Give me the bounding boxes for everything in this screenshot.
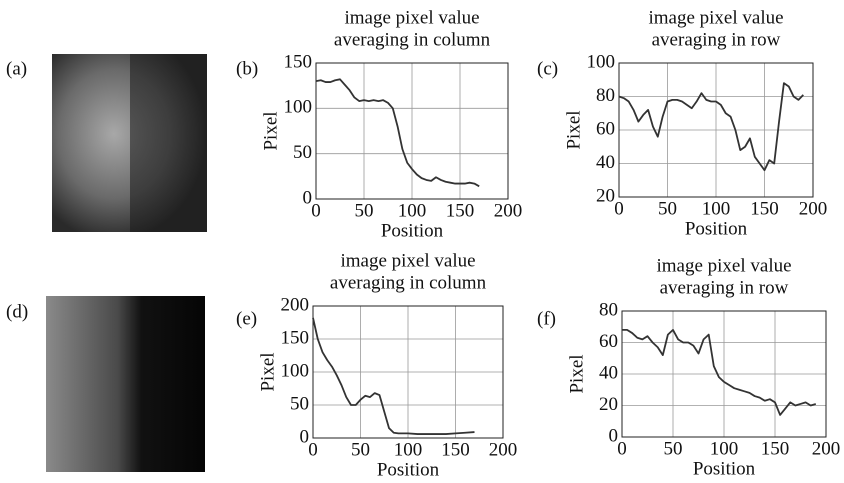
x-tick-label: 200 [812, 438, 841, 459]
data-line [618, 82, 804, 172]
chart-title: image pixel value [344, 7, 479, 28]
panel-label: (a) [6, 58, 27, 79]
x-tick-label: 100 [702, 198, 731, 219]
y-axis-label: Pixel [257, 352, 278, 391]
x-tick-label: 100 [394, 439, 423, 460]
y-tick-label: 50 [290, 393, 309, 414]
y-tick-label: 0 [300, 426, 310, 447]
data-line [315, 78, 480, 188]
x-tick-label: 150 [446, 200, 475, 221]
panel-label: (f) [537, 308, 556, 329]
y-axis-label: Pixel [566, 354, 587, 393]
x-tick-label: 200 [799, 198, 828, 219]
x-axis-label: Position [377, 459, 440, 480]
plot-frame [315, 62, 509, 200]
y-tick-label: 80 [599, 299, 618, 320]
y-tick-label: 0 [609, 425, 619, 446]
plot-frame [621, 310, 827, 438]
x-tick-label: 50 [664, 438, 683, 459]
y-tick-label: 60 [596, 118, 615, 139]
plot-frame [312, 305, 504, 439]
y-tick-label: 100 [281, 360, 310, 381]
chart-title: averaging in row [652, 29, 781, 50]
chart-title: image pixel value [340, 250, 475, 271]
chart-title: averaging in row [660, 277, 789, 298]
data-line [312, 317, 475, 435]
y-axis-label: Pixel [260, 111, 281, 150]
x-tick-label: 200 [489, 439, 518, 460]
y-tick-label: 20 [599, 394, 618, 415]
x-tick-label: 0 [617, 438, 627, 459]
x-tick-label: 150 [750, 198, 779, 219]
chart-title: averaging in column [334, 29, 491, 50]
y-tick-label: 40 [596, 152, 615, 173]
y-tick-label: 20 [596, 185, 615, 206]
chart-title: image pixel value [656, 255, 791, 276]
x-tick-label: 50 [351, 439, 370, 460]
plot-frame [618, 62, 814, 198]
x-axis-label: Position [693, 458, 756, 479]
face-image [46, 296, 205, 472]
x-axis-label: Position [685, 218, 748, 239]
panel-label: (e) [236, 308, 257, 329]
chart-title: averaging in column [330, 272, 487, 293]
x-tick-label: 0 [311, 200, 321, 221]
x-tick-label: 50 [355, 200, 374, 221]
y-tick-label: 150 [284, 51, 313, 72]
face-shadow [130, 54, 207, 232]
x-tick-label: 0 [614, 198, 624, 219]
y-tick-label: 80 [596, 85, 615, 106]
x-tick-label: 0 [308, 439, 318, 460]
x-tick-label: 50 [658, 198, 677, 219]
data-line [622, 329, 817, 416]
y-tick-label: 60 [599, 331, 618, 352]
x-tick-label: 150 [761, 438, 790, 459]
panel-label: (d) [6, 301, 28, 322]
panel-label: (b) [236, 58, 258, 79]
x-tick-label: 100 [398, 200, 427, 221]
chart-title: image pixel value [648, 7, 783, 28]
x-tick-label: 100 [710, 438, 739, 459]
y-tick-label: 100 [587, 51, 616, 72]
panel-label: (c) [537, 58, 558, 79]
y-tick-label: 100 [284, 97, 313, 118]
y-tick-label: 50 [293, 142, 312, 163]
y-tick-label: 40 [599, 362, 618, 383]
x-axis-label: Position [381, 220, 444, 241]
x-tick-label: 150 [441, 439, 470, 460]
y-axis-label: Pixel [563, 110, 584, 149]
y-tick-label: 150 [281, 327, 310, 348]
y-tick-label: 200 [281, 294, 310, 315]
x-tick-label: 200 [494, 200, 523, 221]
y-tick-label: 0 [303, 187, 313, 208]
